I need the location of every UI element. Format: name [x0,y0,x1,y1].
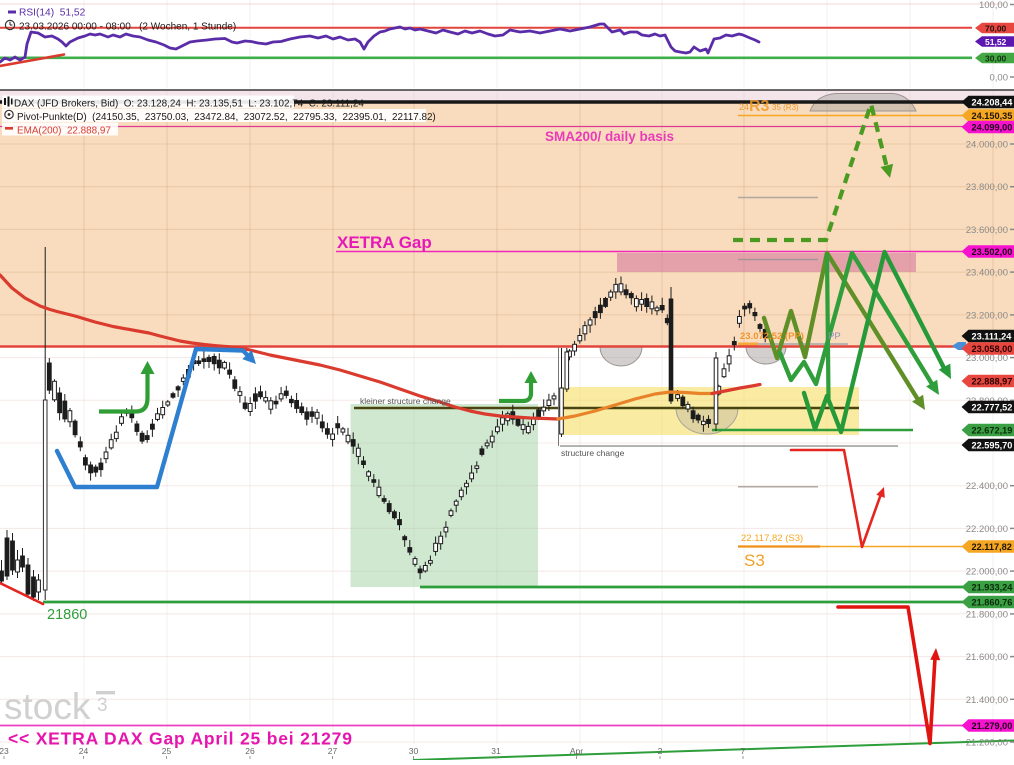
svg-text:21.400,00: 21.400,00 [966,695,1008,706]
svg-text:stock: stock [4,686,91,727]
svg-text:23.400,00: 23.400,00 [966,268,1008,279]
svg-text:24.150,35: 24.150,35 [972,111,1013,121]
svg-text:22.117,82: 22.117,82 [972,542,1012,552]
svg-text:21.860,76: 21.860,76 [972,597,1013,607]
svg-text:21860: 21860 [47,607,87,623]
svg-text:0,00: 0,00 [990,73,1009,84]
svg-text:70,00: 70,00 [985,23,1007,33]
svg-text:21.279,00: 21.279,00 [972,721,1013,731]
svg-text:24.208,44: 24.208,44 [972,97,1014,107]
svg-text:kleiner structure change: kleiner structure change [360,396,451,406]
svg-text:23.800,00: 23.800,00 [966,182,1008,193]
svg-text:31: 31 [491,746,501,756]
svg-text:21.600,00: 21.600,00 [966,652,1008,663]
svg-text:51,52: 51,52 [985,37,1007,47]
svg-text:22.888,97: 22.888,97 [972,376,1013,386]
svg-text:100,00: 100,00 [979,0,1008,11]
svg-text:structure change: structure change [561,448,625,458]
svg-text:22.400,00: 22.400,00 [966,481,1008,492]
svg-text:23.600,00: 23.600,00 [966,225,1008,236]
svg-text:22.117,82 (S3): 22.117,82 (S3) [741,533,803,544]
svg-text:24.099,00: 24.099,00 [972,122,1013,132]
svg-text:23.111,24: 23.111,24 [972,331,1013,341]
svg-text:35 (R3): 35 (R3) [772,103,799,112]
svg-text:30,00: 30,00 [985,53,1007,63]
svg-text:3: 3 [97,695,108,716]
svg-text:24: 24 [79,746,89,756]
svg-text:24.000,00: 24.000,00 [966,140,1008,151]
svg-text:RSI(14) 51,52: RSI(14) 51,52 [19,8,86,19]
svg-text:30: 30 [409,746,419,756]
svg-text:27: 27 [328,746,338,756]
svg-text:PP: PP [828,331,841,342]
svg-text:R3: R3 [749,98,770,115]
svg-text:23.200,00: 23.200,00 [966,310,1008,321]
svg-text:<< XETRA DAX Gap April 25 bei: << XETRA DAX Gap April 25 bei 21279 [8,729,353,749]
svg-text:EMA(200) 22.888,97: EMA(200) 22.888,97 [17,126,111,137]
svg-text:S3: S3 [744,551,765,570]
svg-text:22.000,00: 22.000,00 [966,567,1008,578]
svg-text:DAX (JFD Brokers, Bid) O: 23.: DAX (JFD Brokers, Bid) O: 23.128,24 H: 2… [14,99,364,110]
svg-text:23.03.2026 00:00 - 08:00 (2: 23.03.2026 00:00 - 08:00 (2 Wochen, 1 St… [19,22,236,33]
svg-text:25: 25 [162,746,172,756]
svg-text:22.595,70: 22.595,70 [972,440,1013,450]
svg-text:XETRA Gap: XETRA Gap [337,233,432,252]
svg-text:22.777,52: 22.777,52 [972,402,1013,412]
svg-text:23.072,52 (PP): 23.072,52 (PP) [740,331,804,342]
svg-text:21.933,24: 21.933,24 [972,582,1014,592]
svg-text:23.058,00: 23.058,00 [972,344,1013,354]
svg-text:SMA200/ daily basis: SMA200/ daily basis [545,129,674,144]
svg-text:7: 7 [741,746,746,756]
svg-text:21.800,00: 21.800,00 [966,609,1008,620]
svg-text:2: 2 [658,746,663,756]
svg-text:22.200,00: 22.200,00 [966,524,1008,535]
svg-text:23.502,00: 23.502,00 [972,247,1013,257]
svg-text:26: 26 [245,746,255,756]
svg-text:22.672,19: 22.672,19 [972,425,1013,435]
svg-text:Pivot-Punkte(D) (24150.35, 2: Pivot-Punkte(D) (24150.35, 23750.03, 234… [17,112,436,123]
svg-text:Apr: Apr [570,746,583,756]
svg-text:23: 23 [0,746,9,756]
svg-text:21.200,00: 21.200,00 [966,738,1008,749]
svg-text:24: 24 [739,102,749,112]
